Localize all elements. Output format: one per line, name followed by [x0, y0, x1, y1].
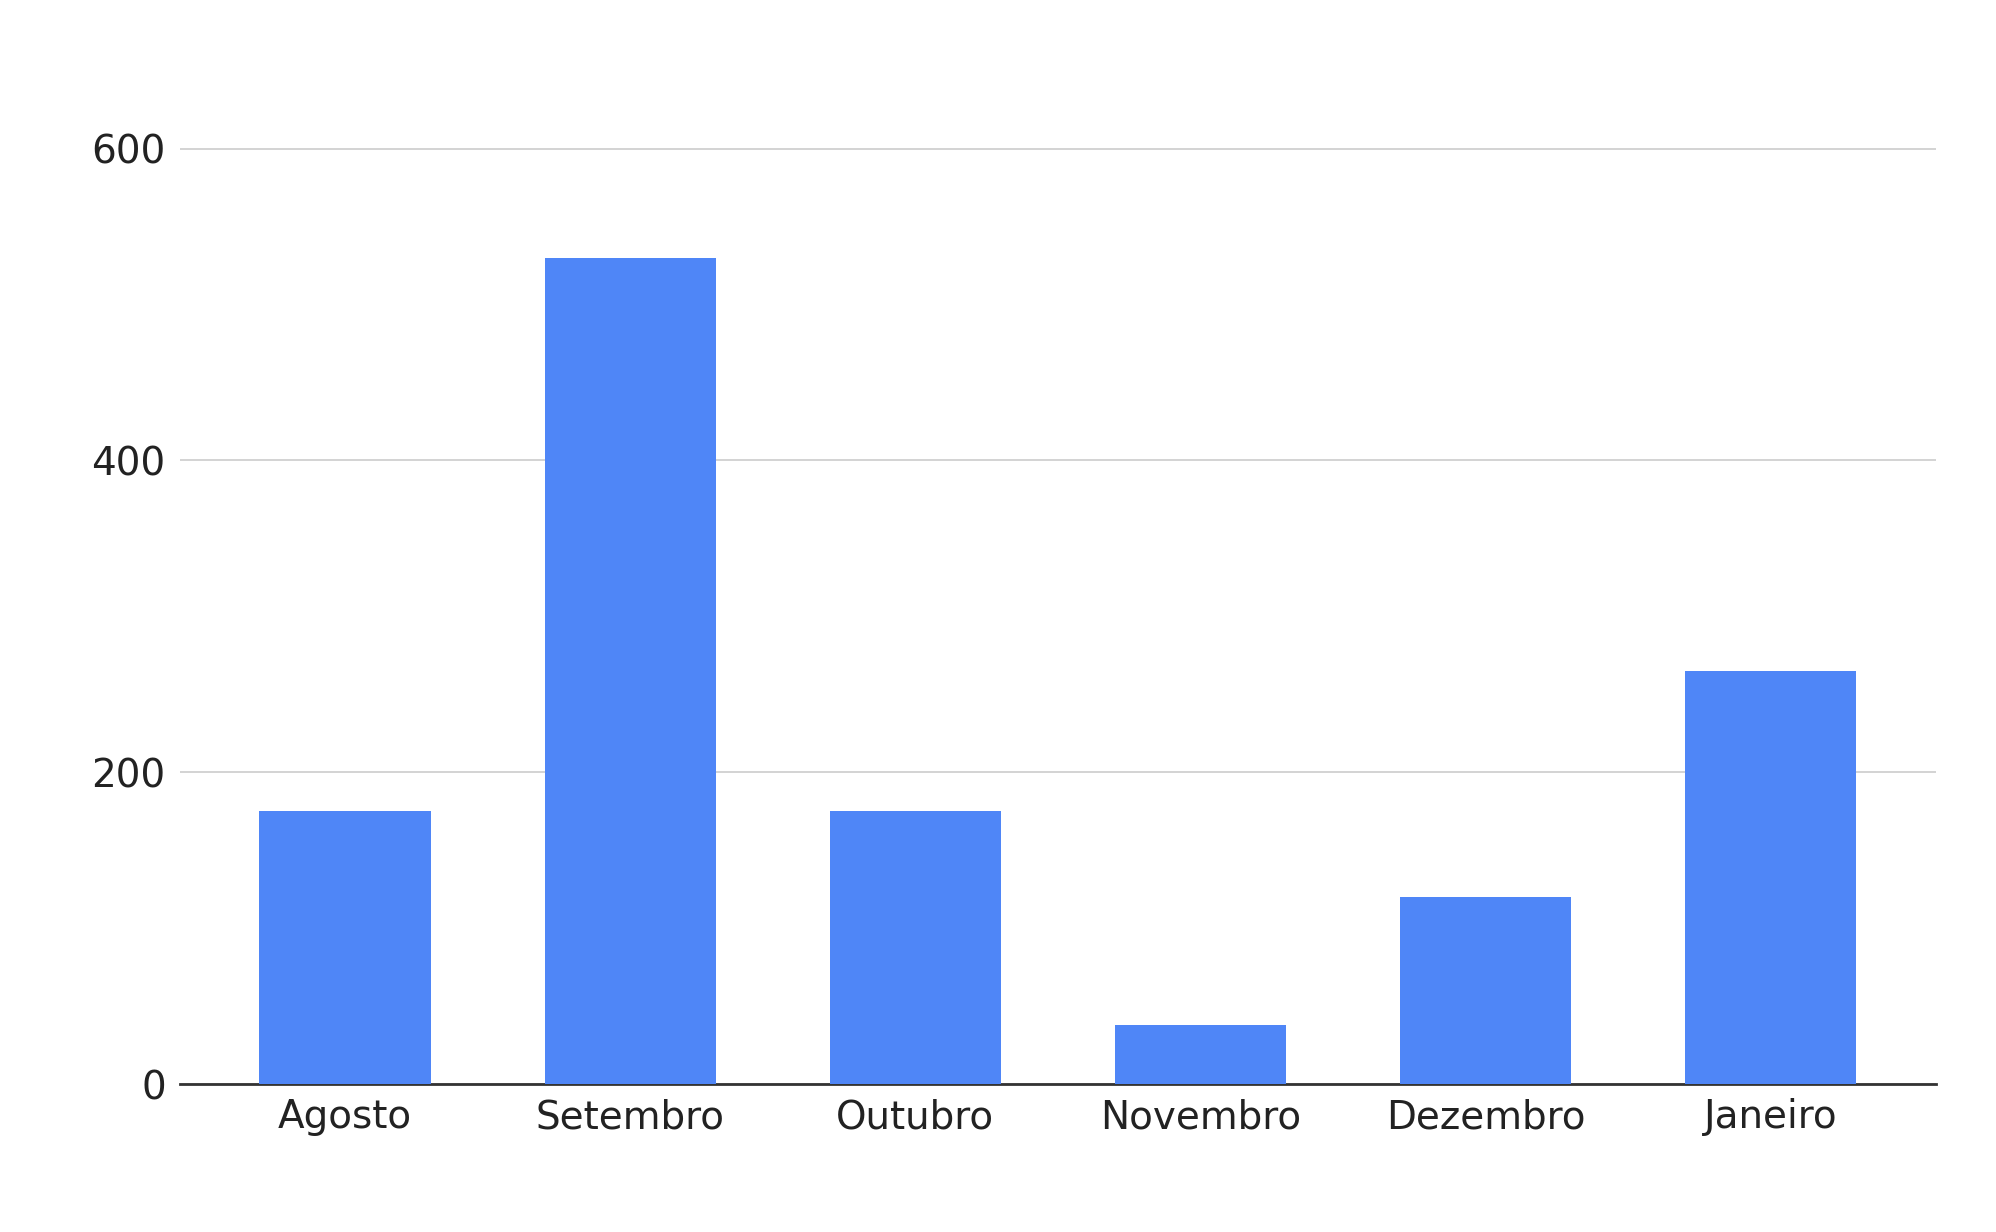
- Bar: [545, 257, 717, 1084]
- Bar: [830, 812, 1000, 1084]
- Bar: [259, 812, 431, 1084]
- Bar: [1399, 897, 1571, 1084]
- Bar: [1116, 1025, 1285, 1084]
- Bar: [1685, 671, 1856, 1084]
